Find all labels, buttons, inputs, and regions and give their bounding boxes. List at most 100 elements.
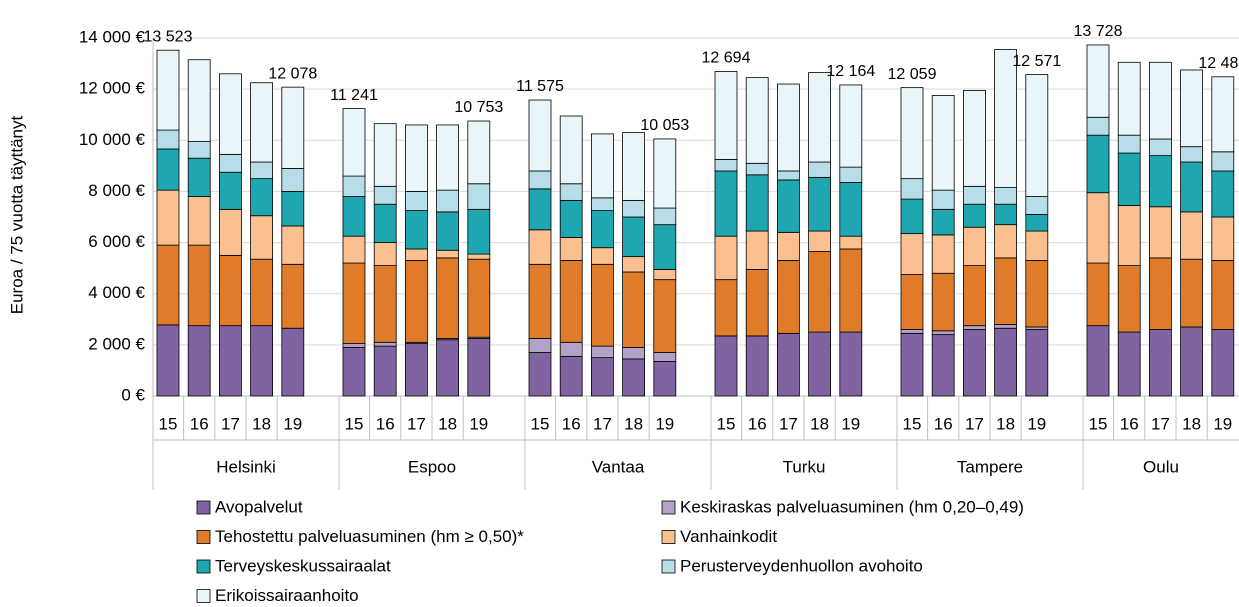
bar-segment [342, 343, 366, 348]
bar-segment [436, 249, 460, 259]
bar-segment [994, 323, 1017, 329]
bar-segment [622, 358, 645, 397]
total-label: 12 059 [888, 66, 937, 83]
x-tick-label: 16 [190, 414, 209, 433]
x-tick-label: 15 [531, 414, 550, 433]
bar-segment [218, 171, 242, 210]
x-tick-label: 19 [1213, 414, 1232, 433]
y-tick-label: 10 000 € [79, 130, 146, 149]
bar-segment [404, 210, 428, 250]
bar-segment [653, 207, 677, 226]
bar-segment [714, 279, 738, 337]
bar-segment [931, 189, 955, 210]
bar-segment [808, 230, 831, 252]
bar-segment [1117, 331, 1141, 397]
legend-label: Perusterveydenhuollon avohoito [680, 556, 923, 575]
bar-segment [342, 262, 366, 344]
bar-segment [218, 325, 242, 397]
bar-segment [808, 331, 831, 397]
total-label: 13 728 [1074, 23, 1123, 40]
bar-segment [436, 257, 460, 339]
bar-segment [777, 332, 800, 397]
bar-segment [342, 196, 366, 237]
bar-segment [653, 352, 677, 362]
x-tick-label: 18 [996, 414, 1015, 433]
bar-segment [250, 215, 274, 260]
bar-segment [1211, 76, 1235, 153]
bar-segment [839, 235, 863, 250]
x-tick-label: 15 [159, 414, 178, 433]
bar-segment [1086, 116, 1110, 136]
bar-segment [745, 162, 769, 176]
bar-segment [528, 229, 552, 265]
bar-segment [1117, 61, 1141, 136]
bar-segment [404, 191, 428, 212]
bar-segment [373, 341, 397, 347]
bar-segment [467, 253, 491, 260]
legend-label: Terveyskeskussairaalat [215, 556, 391, 575]
bar-segment [745, 230, 769, 270]
total-label: 12 078 [268, 65, 317, 82]
bar-segment [1180, 161, 1203, 213]
bar-segment [373, 345, 397, 397]
bar-segment [931, 208, 955, 236]
bar-segment [777, 260, 800, 334]
bar-segment [1025, 74, 1049, 197]
bar-segment [900, 233, 924, 275]
total-label: 12 483 [1198, 55, 1239, 72]
x-tick-label: 17 [779, 414, 798, 433]
bar-segment [714, 335, 738, 397]
bar-segment [1117, 134, 1141, 154]
total-label: 11 575 [516, 78, 564, 95]
bar-segment [994, 203, 1017, 226]
bar-segment [591, 197, 614, 212]
bar-segment [994, 257, 1017, 325]
bar-segment [281, 86, 305, 169]
bar-segment [591, 263, 614, 347]
bar-segment [900, 332, 924, 397]
bar-segment [1025, 230, 1049, 261]
bar-segment [839, 166, 863, 183]
group-label: Helsinki [216, 457, 276, 476]
bar-segment [714, 235, 738, 281]
bar-segment [218, 254, 242, 327]
bar-segment [839, 331, 863, 397]
bar-segment [1086, 262, 1110, 327]
bar-segment [250, 258, 274, 327]
group-label: Turku [783, 457, 826, 476]
bar-segment [994, 327, 1017, 397]
bar-segment [622, 132, 645, 201]
group-label: Espoo [408, 457, 456, 476]
legend-label: Erikoissairaanhoito [215, 586, 359, 605]
bar-segment [528, 263, 552, 339]
y-tick-label: 6 000 € [88, 232, 145, 251]
bar-segment [963, 90, 986, 187]
bar-segment [342, 347, 366, 397]
bar-segment [156, 244, 180, 326]
x-tick-label: 18 [624, 414, 643, 433]
bar-segment [745, 77, 769, 164]
bar-segment [1211, 170, 1235, 218]
bar-segment [559, 355, 583, 397]
bar-segment [653, 269, 677, 281]
bar-segment [218, 153, 242, 173]
bar-segment [591, 133, 614, 199]
legend-label: Tehostettu palveluasuminen (hm ≥ 0,50)* [215, 527, 524, 546]
y-tick-label: 8 000 € [88, 181, 145, 200]
y-tick-label: 14 000 € [79, 27, 146, 46]
bar-segment [963, 203, 986, 228]
bar-segment [1180, 146, 1203, 163]
bar-segment [281, 225, 305, 265]
bar-segment [808, 72, 831, 163]
bar-segment [281, 263, 305, 329]
legend-swatch [661, 530, 676, 544]
bar-segment [250, 325, 274, 397]
legend-label: Keskiraskas palveluasuminen (hm 0,20–0,4… [680, 497, 1024, 516]
bar-segment [1180, 326, 1203, 397]
x-tick-label: 19 [469, 414, 488, 433]
bar-segment [653, 224, 677, 270]
x-tick-label: 15 [903, 414, 922, 433]
bar-segment [900, 178, 924, 200]
bar-segment [404, 124, 428, 192]
legend-swatch [196, 530, 211, 544]
